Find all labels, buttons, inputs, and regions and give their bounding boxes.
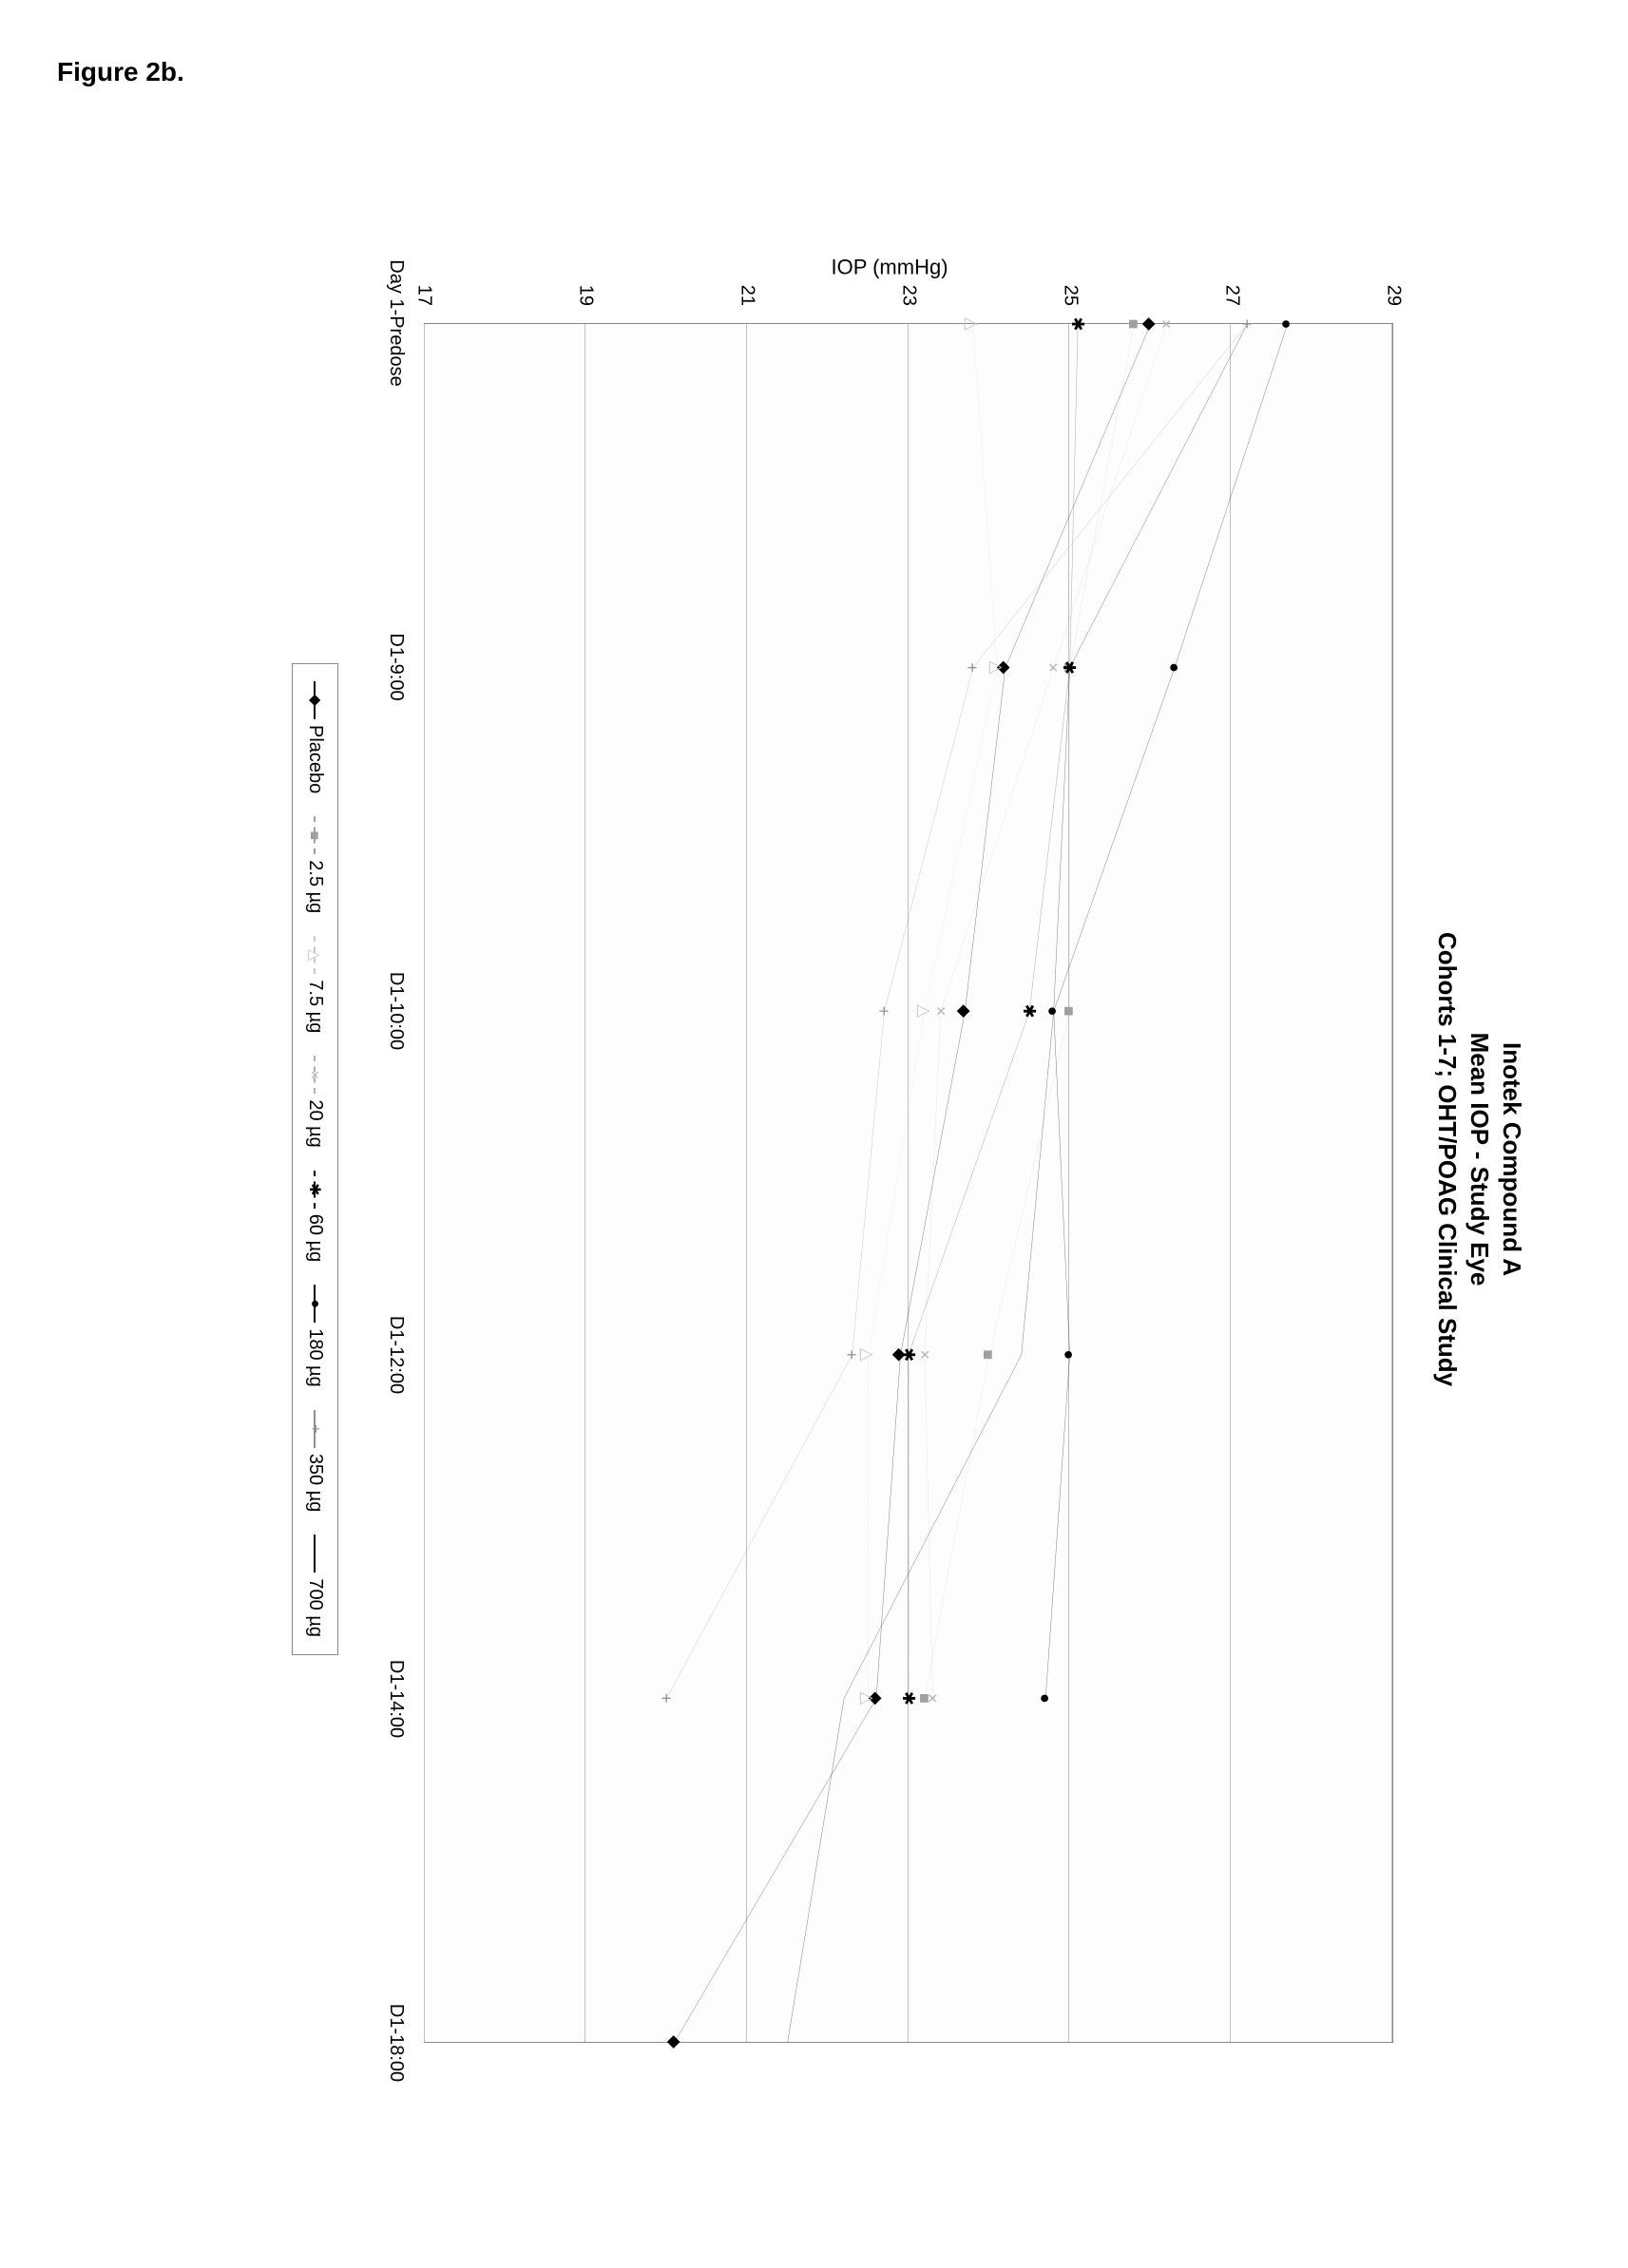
series-marker: ● [1044, 1006, 1062, 1017]
legend: ◆ Placebo ■ 2.5 µg △ 7.5 µg × 20 µg ✱ 60 µg ● 180 µ… [291, 663, 337, 1655]
series-marker: ✱ [1061, 660, 1078, 675]
legend-label: 2.5 µg [303, 860, 325, 913]
x-axis-ticks: Day 1-PredoseD1-9:00D1-10:00D1-12:00D1-1… [366, 323, 413, 2043]
y-tick: 25 [1059, 285, 1081, 306]
legend-item: ■ 2.5 µg [303, 816, 325, 913]
y-tick: 19 [574, 285, 596, 306]
legend-swatch: △ [314, 936, 316, 974]
legend-swatch: ✱ [314, 1171, 316, 1209]
marker-layer: ◆◆◆◆◆◆■■■■■△△△△△×××××✱✱✱✱✱●●●●●+++++ [424, 324, 1391, 2042]
chart-title: Inotek Compound A Mean IOP - Study Eye C… [1430, 162, 1526, 2157]
series-marker: + [1237, 319, 1255, 330]
series-marker: △ [859, 1348, 876, 1362]
series-marker: △ [859, 1691, 876, 1705]
legend-swatch: ● [314, 1285, 316, 1323]
series-marker: × [931, 1006, 948, 1017]
y-axis-ticks: 17 19 21 23 25 27 29 [366, 257, 1411, 314]
chart-title-line-3: Cohorts 1-7; OHT/POAG Clinical Study [1430, 162, 1463, 2157]
series-marker: ■ [1125, 319, 1142, 330]
series-marker: + [964, 662, 981, 673]
series-marker: + [875, 1006, 892, 1017]
y-tick: 27 [1220, 285, 1242, 306]
legend-swatch: ■ [314, 816, 316, 854]
legend-marker-icon: ■ [306, 830, 321, 840]
x-tick: D1-18:00 [384, 2004, 406, 2082]
legend-label: Placebo [303, 725, 325, 793]
y-tick: 21 [736, 285, 757, 306]
y-tick: 23 [897, 285, 919, 306]
series-marker: + [658, 1693, 675, 1704]
legend-marker-icon: ◆ [307, 695, 322, 706]
legend-label: 20 µg [303, 1099, 325, 1147]
series-marker: ● [1036, 1693, 1053, 1704]
legend-marker-icon: ✱ [306, 1183, 321, 1195]
legend-item: △ 7.5 µg [303, 936, 325, 1033]
plot-area: ◆◆◆◆◆◆■■■■■△△△△△×××××✱✱✱✱✱●●●●●+++++ [423, 323, 1392, 2043]
legend-marker-icon: + [307, 1424, 322, 1433]
plot-outer: IOP (mmHg) 17192123252729 ◆◆◆◆◆◆■■■■■△△△… [366, 257, 1411, 2062]
series-marker: ● [1278, 319, 1295, 330]
legend-marker-icon: — [307, 1546, 322, 1561]
chart-title-line-2: Mean IOP - Study Eye [1463, 162, 1495, 2157]
page: Figure 2b. Inotek Compound A Mean IOP - … [38, 38, 1590, 2230]
series-marker: ✱ [1020, 1004, 1037, 1019]
series-marker: × [1044, 662, 1062, 673]
series-marker: ◆ [956, 1004, 973, 1018]
legend-item: +350 µg [303, 1410, 325, 1513]
series-marker: ● [1061, 1349, 1078, 1360]
series-marker: ✱ [899, 1691, 916, 1706]
series-marker: × [915, 1350, 932, 1361]
x-tick: D1-12:00 [384, 1316, 406, 1394]
series-marker: ✱ [1068, 316, 1085, 331]
legend-marker-icon: ● [307, 1299, 322, 1308]
legend-swatch: ◆ [314, 681, 316, 719]
legend-label: 60 µg [303, 1214, 325, 1262]
legend-item: ◆ Placebo [303, 681, 325, 793]
chart-title-line-1: Inotek Compound A [1495, 162, 1527, 2157]
legend-item: × 20 µg [303, 1056, 325, 1147]
series-marker: × [924, 1693, 941, 1704]
legend-marker-icon: × [306, 1071, 321, 1079]
series-marker: ◆ [1141, 317, 1159, 331]
legend-label: 700 µg [303, 1578, 325, 1637]
x-tick: D1-14:00 [384, 1660, 406, 1738]
series-marker: ■ [980, 1349, 997, 1360]
series-marker: △ [964, 317, 981, 331]
legend-label: 350 µg [303, 1454, 325, 1513]
x-tick: Day 1-Predose [384, 259, 406, 386]
y-tick: 29 [1382, 285, 1404, 306]
series-marker: △ [987, 661, 1005, 675]
x-tick: D1-9:00 [384, 633, 406, 700]
series-marker: ● [1165, 662, 1182, 673]
legend-item: — 700 µg [303, 1534, 325, 1637]
legend-item: ✱ 60 µg [303, 1171, 325, 1262]
x-tick: D1-10:00 [384, 972, 406, 1050]
figure-label: Figure 2b. [57, 57, 184, 87]
legend-swatch: + [314, 1410, 316, 1448]
series-marker: ■ [1061, 1006, 1078, 1017]
legend-swatch: × [314, 1056, 316, 1094]
y-tick: 17 [412, 285, 434, 306]
rotated-chart-wrap: Inotek Compound A Mean IOP - Study Eye C… [38, 114, 1590, 2204]
series-marker: ◆ [665, 2035, 682, 2049]
legend-label: 7.5 µg [303, 980, 325, 1033]
legend-marker-icon: △ [306, 949, 321, 961]
chart-container: Inotek Compound A Mean IOP - Study Eye C… [102, 162, 1527, 2157]
series-marker: × [1158, 319, 1175, 330]
series-marker: + [843, 1350, 860, 1361]
series-marker: △ [915, 1004, 932, 1018]
legend-item: ● 180 µg [303, 1285, 325, 1387]
legend-label: 180 µg [303, 1328, 325, 1387]
series-marker: ✱ [899, 1347, 916, 1362]
legend-swatch: — [314, 1534, 316, 1572]
